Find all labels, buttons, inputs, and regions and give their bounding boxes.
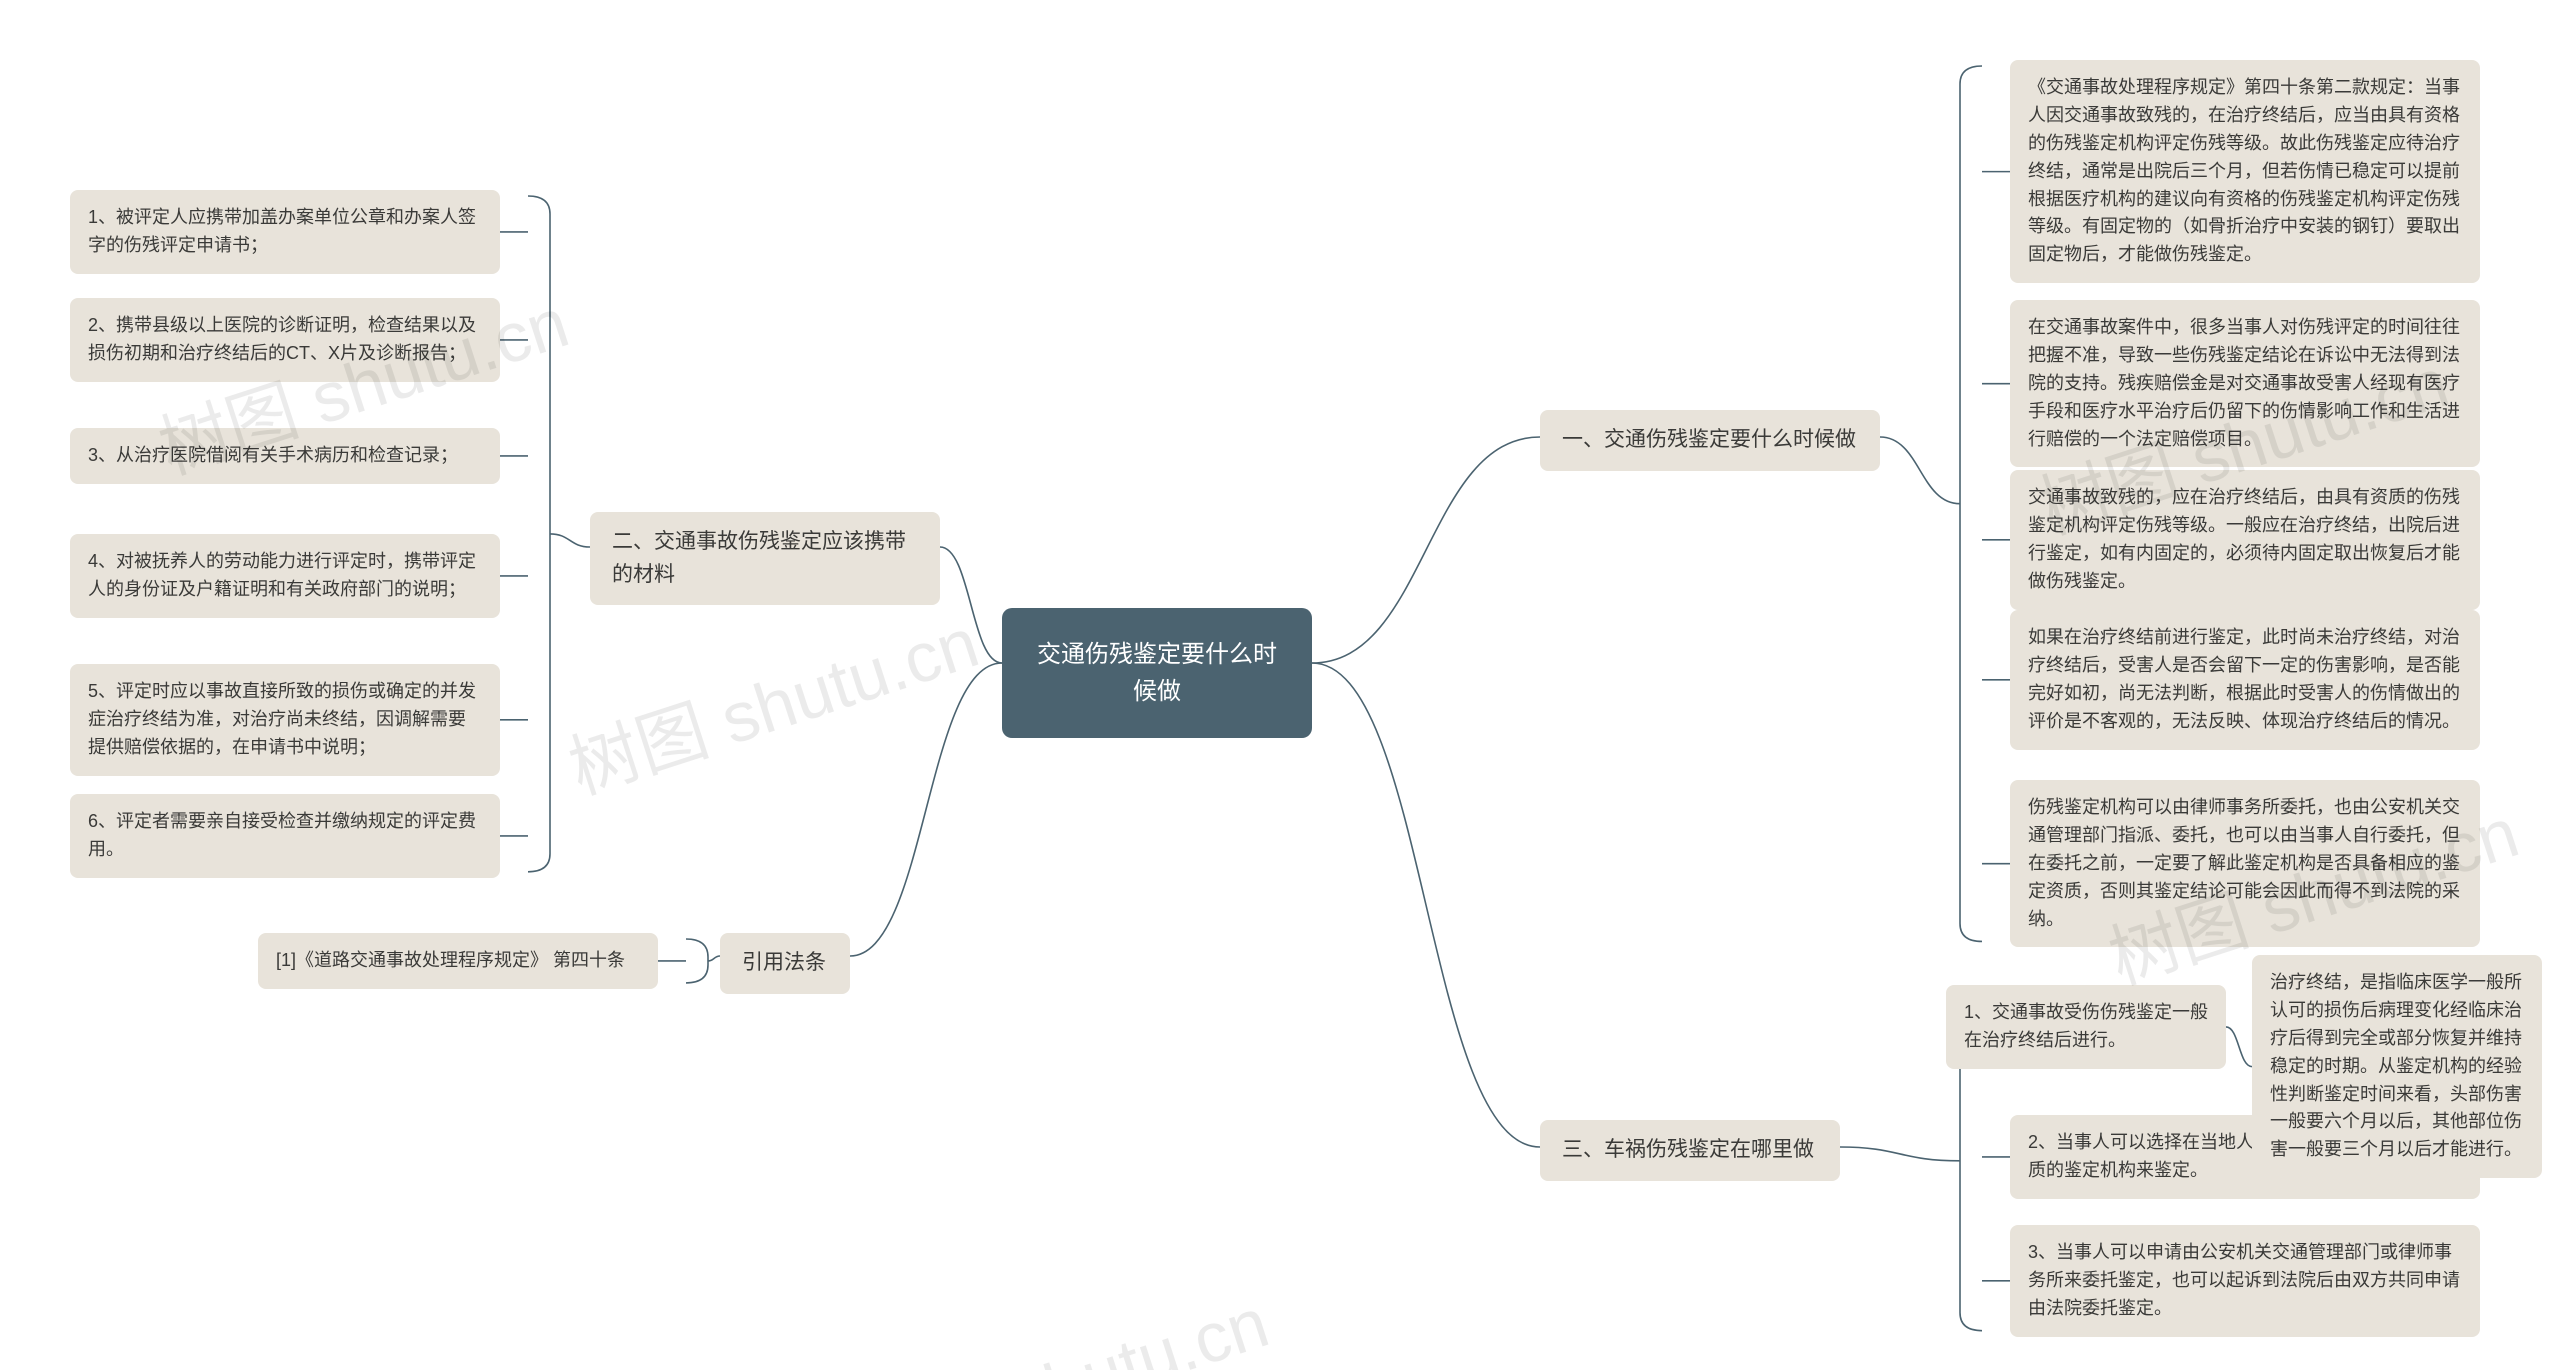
leaf-node: 在交通事故案件中，很多当事人对伤残评定的时间往往把握不准，导致一些伤残鉴定结论在… [2010,300,2480,467]
leaf-node: 如果在治疗终结前进行鉴定，此时尚未治疗终结，对治疗终结后，受害人是否会留下一定的… [2010,610,2480,750]
leaf-node: 3、当事人可以申请由公安机关交通管理部门或律师事务所来委托鉴定，也可以起诉到法院… [2010,1225,2480,1337]
branch-node: 二、交通事故伤残鉴定应该携带的材料 [590,512,940,605]
leaf-node: 3、从治疗医院借阅有关手术病历和检查记录； [70,428,500,484]
leaf-node: 治疗终结，是指临床医学一般所认可的损伤后病理变化经临床治疗后得到完全或部分恢复并… [2252,955,2542,1178]
watermark: 树图 shutu.cn [555,587,990,814]
leaf-node: 交通事故致残的，应在治疗终结后，由具有资质的伤残鉴定机构评定伤残等级。一般应在治… [2010,470,2480,610]
leaf-node: 2、携带县级以上医院的诊断证明，检查结果以及损伤初期和治疗终结后的CT、X片及诊… [70,298,500,382]
branch-node: 引用法条 [720,933,850,994]
leaf-node: 1、交通事故受伤伤残鉴定一般在治疗终结后进行。 [1946,985,2226,1069]
leaf-node: 《交通事故处理程序规定》第四十条第二款规定：当事人因交通事故致残的，在治疗终结后… [2010,60,2480,283]
branch-node: 三、车祸伤残鉴定在哪里做 [1540,1120,1840,1181]
leaf-node: 5、评定时应以事故直接所致的损伤或确定的并发症治疗终结为准，对治疗尚未终结，因调… [70,664,500,776]
leaf-node: 伤残鉴定机构可以由律师事务所委托，也由公安机关交通管理部门指派、委托，也可以由当… [2010,780,2480,947]
leaf-node: 6、评定者需要亲自接受检查并缴纳规定的评定费用。 [70,794,500,878]
root-node: 交通伤残鉴定要什么时候做 [1002,608,1312,738]
watermark: 树图 shutu.cn [845,1267,1280,1370]
leaf-node: [1]《道路交通事故处理程序规定》 第四十条 [258,933,658,989]
leaf-node: 1、被评定人应携带加盖办案单位公章和办案人签字的伤残评定申请书； [70,190,500,274]
leaf-node: 4、对被抚养人的劳动能力进行评定时，携带评定人的身份证及户籍证明和有关政府部门的… [70,534,500,618]
branch-node: 一、交通伤残鉴定要什么时候做 [1540,410,1880,471]
